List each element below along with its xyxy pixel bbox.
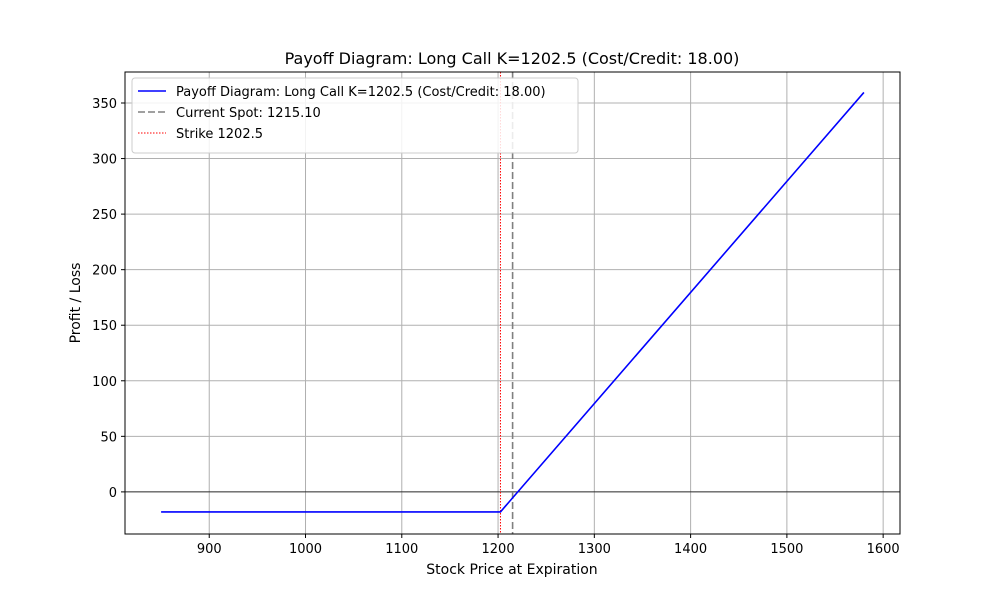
payoff-line (161, 91, 865, 513)
y-tick-label: 50 (100, 430, 117, 445)
legend-box (131, 77, 579, 154)
legend-label: Payoff Diagram: Long Call K=1202.5 (Cost… (176, 85, 546, 100)
legend: Payoff Diagram: Long Call K=1202.5 (Cost… (131, 77, 579, 154)
x-tick-label: 900 (197, 542, 222, 557)
y-tick-label: 350 (92, 97, 117, 112)
x-tick-label: 1200 (482, 542, 515, 557)
y-axis-label: Profit / Loss (68, 263, 84, 344)
y-tick-label: 200 (92, 264, 117, 279)
x-tick-label: 1100 (385, 542, 418, 557)
y-tick-label: 300 (92, 153, 117, 168)
x-tick-label: 1500 (770, 542, 803, 557)
legend-label: Strike 1202.5 (176, 127, 263, 142)
x-tick-label: 1000 (289, 542, 322, 557)
y-axis: 0 50 100 150 200 250 300 350 (92, 97, 125, 501)
y-tick-label: 250 (92, 208, 117, 223)
y-tick-label: 0 (109, 486, 117, 501)
x-tick-label: 1400 (674, 542, 707, 557)
x-tick-label: 1300 (578, 542, 611, 557)
axes-frame (124, 71, 901, 535)
y-tick-label: 150 (92, 319, 117, 334)
x-axis-label: Stock Price at Expiration (426, 562, 597, 578)
legend-label: Current Spot: 1215.10 (176, 106, 321, 121)
chart-title: Payoff Diagram: Long Call K=1202.5 (Cost… (285, 49, 740, 68)
y-tick-label: 100 (92, 375, 117, 390)
x-tick-label: 1600 (867, 542, 900, 557)
x-axis: 900 1000 1100 1200 1300 1400 1500 1600 (197, 534, 900, 557)
